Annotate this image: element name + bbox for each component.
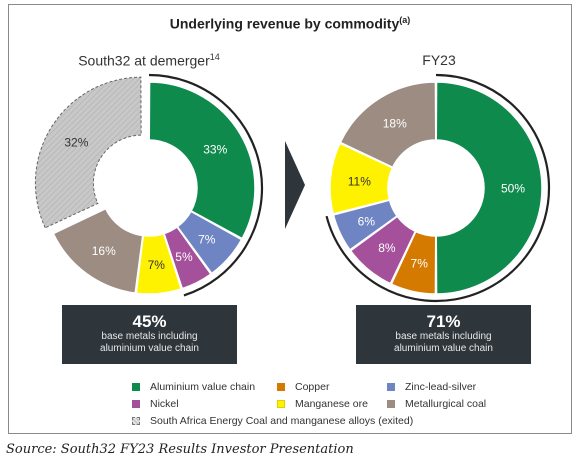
slice-copper [390,230,437,295]
source-caption: Source: South32 FY23 Results Investor Pr… [6,442,354,457]
base-metals-arc-right [325,73,551,303]
legend-swatch [277,382,285,391]
legend-label: Manganese ore [295,397,368,410]
slice-aluminium-value-chain [148,81,256,240]
donut-right: 50% 7% 8%6% 11% 18% [325,73,551,303]
slice-label-zinc-lead-silver: 7% [198,232,216,246]
callout-left-text-2: aluminium value chain [100,343,199,354]
legend-item-copper: Copper [277,381,387,393]
donut-charts: 33% 7% 5% 7% 16% 32% 50% 7% 8%6% 11% 18% [34,73,551,303]
callout-left: 45% base metals including aluminium valu… [62,305,237,364]
legend-row: South Africa Energy Coal and manganese a… [132,412,532,429]
legend-label: Nickel [150,397,179,410]
legend-label: Aluminium value chain [150,380,256,393]
slice-label-metallurgical-coal: 16% [92,244,116,258]
legend-item-metcoal: Metallurgical coal [387,398,486,410]
legend-label: Copper [295,380,330,393]
legend: Aluminium value chain Copper Zinc-lead-s… [132,378,532,429]
slice-label-aluminium-value-chain: 50% [501,182,525,196]
callout-left-value: 45% [132,312,167,331]
slice-metallurgical-coal [339,81,437,169]
chart-main-title: Underlying revenue by commodity(a) [169,15,411,32]
callout-right-text-1: base metals including [395,331,492,342]
slice-south-africa-energy-coal-and-manganese-alloys-exited [34,76,142,229]
slice-label-copper: 7% [411,257,429,271]
figure-frame: Underlying revenue by commodity(a) South… [8,4,572,434]
callout-right-text-2: aluminium value chain [394,343,493,354]
slice-zinc-lead-silver [332,199,399,251]
slice-label-aluminium-value-chain: 33% [203,142,227,156]
legend-swatch [387,399,395,408]
callout-right-value: 71% [426,312,461,331]
callout-right: 71% base metals including aluminium valu… [356,305,531,364]
slice-label-south-africa-energy-coal-and-manganese-alloys-exited: 32% [64,135,88,149]
legend-item-nickel: Nickel [132,398,277,410]
slice-label-metallurgical-coal: 18% [383,116,407,130]
donut-left-title: South32 at demerger14 [78,52,220,69]
slice-label-nickel: 8% [378,241,396,255]
legend-item-aluminium: Aluminium value chain [132,381,277,393]
donut-right-title: FY23 [422,52,456,68]
slice-label-nickel: 5% [175,250,193,264]
legend-item-manganese: Manganese ore [277,398,387,410]
base-metals-arc-left [148,73,264,297]
slice-zinc-lead-silver [176,210,243,275]
slice-label-zinc-lead-silver: 6% [358,214,376,228]
slice-label-manganese-ore: 7% [148,258,166,272]
legend-swatch [132,382,140,391]
transition-arrow [285,141,305,229]
slice-manganese-ore [329,142,394,215]
legend-label: Zinc-lead-silver [405,380,477,393]
legend-row: Aluminium value chain Copper Zinc-lead-s… [132,378,532,395]
legend-swatch [132,416,140,425]
legend-swatch [132,399,140,408]
donut-left-title-footnote: 14 [209,52,220,62]
slice-nickel [349,215,417,285]
legend-item-zinc: Zinc-lead-silver [387,381,476,393]
slice-manganese-ore [135,232,183,295]
legend-row: Nickel Manganese ore Metallurgical coal [132,395,532,412]
donut-left: 33% 7% 5% 7% 16% 32% [34,73,264,297]
legend-item-exited: South Africa Energy Coal and manganese a… [132,415,413,427]
legend-label: South Africa Energy Coal and manganese a… [150,414,414,427]
callout-left-text-1: base metals including [101,331,198,342]
main-title-footnote: (a) [399,15,411,25]
slice-metallurgical-coal [52,207,144,294]
legend-swatch [387,382,395,391]
legend-swatch [277,399,285,408]
slice-aluminium-value-chain [435,81,543,295]
slice-label-manganese-ore: 11% [348,174,371,188]
legend-label: Metallurgical coal [405,397,487,410]
